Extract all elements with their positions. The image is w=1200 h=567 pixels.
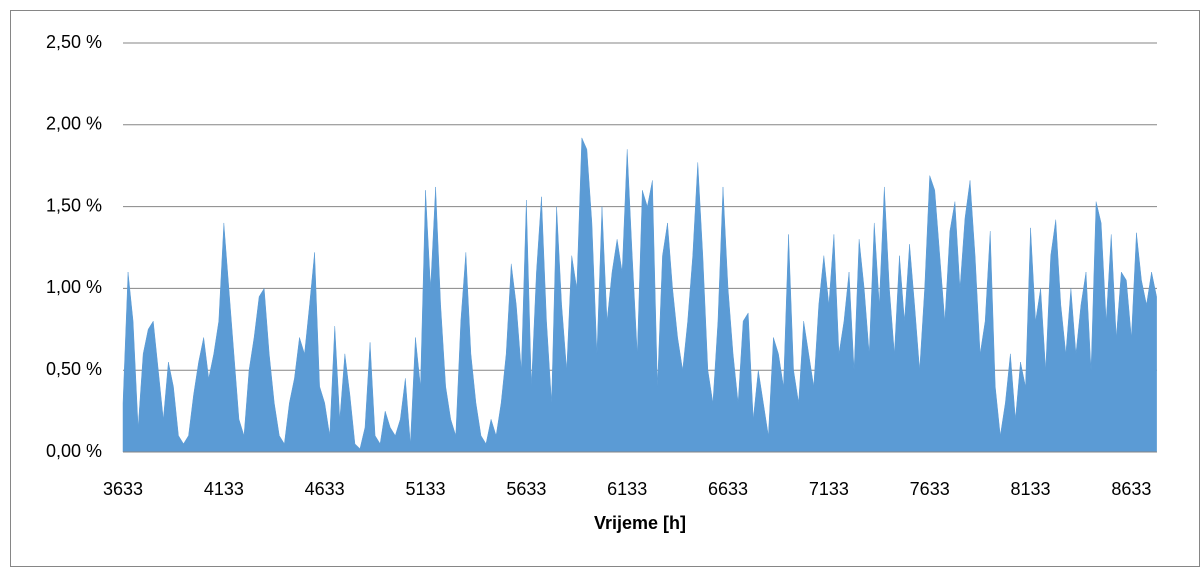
area [122, 137, 1157, 453]
y-tick-label: 0,00 % [46, 441, 102, 461]
x-tick-label: 5633 [506, 479, 546, 499]
y-tick-label: 0,50 % [46, 359, 102, 379]
x-tick-label: 7133 [809, 479, 849, 499]
x-tick-label: 8633 [1111, 479, 1151, 499]
x-tick-label: 7633 [910, 479, 950, 499]
y-tick-label: 1,50 % [46, 195, 102, 215]
x-tick-label: 8133 [1011, 479, 1051, 499]
x-tick-label: 3633 [103, 479, 143, 499]
x-tick-label: 4633 [305, 479, 345, 499]
x-axis-title: Vrijeme [h] [594, 513, 686, 533]
x-tick-label: 4133 [204, 479, 244, 499]
y-tick-label: 2,50 % [46, 32, 102, 52]
y-tick-label: 1,00 % [46, 277, 102, 297]
x-tick-label: 6633 [708, 479, 748, 499]
x-tick-label: 6133 [607, 479, 647, 499]
x-tick-label: 5133 [405, 479, 445, 499]
y-tick-label: 2,00 % [46, 114, 102, 134]
